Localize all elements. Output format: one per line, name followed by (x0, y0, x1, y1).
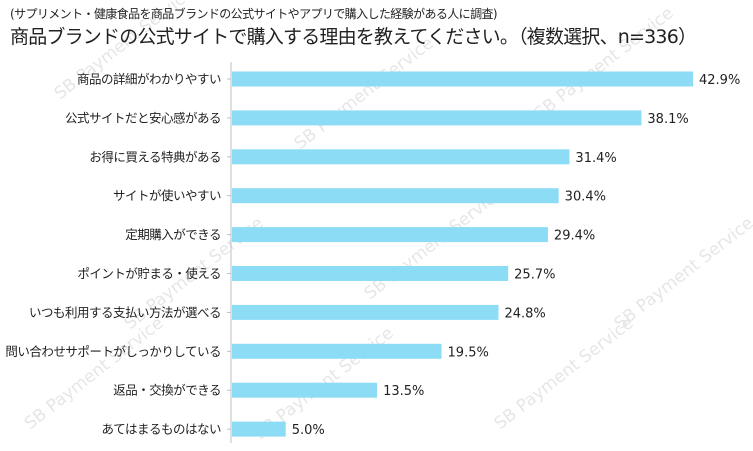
category-label: 返品・交換ができる (113, 383, 221, 398)
category-label: 公式サイトだと安心感がある (65, 110, 221, 125)
category-label: 定期購入ができる (125, 227, 221, 242)
category-label: いつも利用する支払い方法が選べる (29, 305, 221, 320)
category-label: あてはまるものはない (101, 422, 221, 437)
data-label: 19.5% (448, 345, 489, 360)
data-label: 13.5% (383, 384, 424, 399)
bar (232, 149, 570, 165)
chart-subtitle: (サプリメント・健康食品を商品ブランドの公式サイトやアプリで購入した経験がある人… (10, 7, 498, 21)
bar (232, 343, 442, 359)
data-label: 30.4% (565, 190, 606, 205)
bar (232, 304, 499, 320)
category-label: サイトが使いやすい (113, 188, 221, 203)
bar (232, 382, 378, 398)
bar (232, 71, 693, 87)
bar (232, 421, 286, 437)
data-label: 24.8% (504, 306, 545, 321)
chart-title: 商品ブランドの公式サイトで購入する理由を教えてください。（複数選択、n=336） (10, 26, 697, 48)
bar (232, 227, 548, 243)
category-label: ポイントが貯まる・使える (77, 266, 221, 281)
data-label: 42.9% (699, 73, 740, 88)
category-label: 商品の詳細がわかりやすい (77, 72, 221, 87)
bar (232, 110, 642, 126)
data-label: 38.1% (647, 112, 688, 127)
data-label: 31.4% (575, 151, 616, 166)
data-label: 29.4% (554, 229, 595, 244)
data-label: 25.7% (514, 268, 555, 283)
bar (232, 188, 559, 204)
data-label: 5.0% (292, 423, 325, 438)
category-label: 問い合わせサポートがしっかりしている (5, 344, 221, 359)
bar (232, 266, 509, 281)
category-label: お得に買える特典がある (89, 149, 221, 164)
